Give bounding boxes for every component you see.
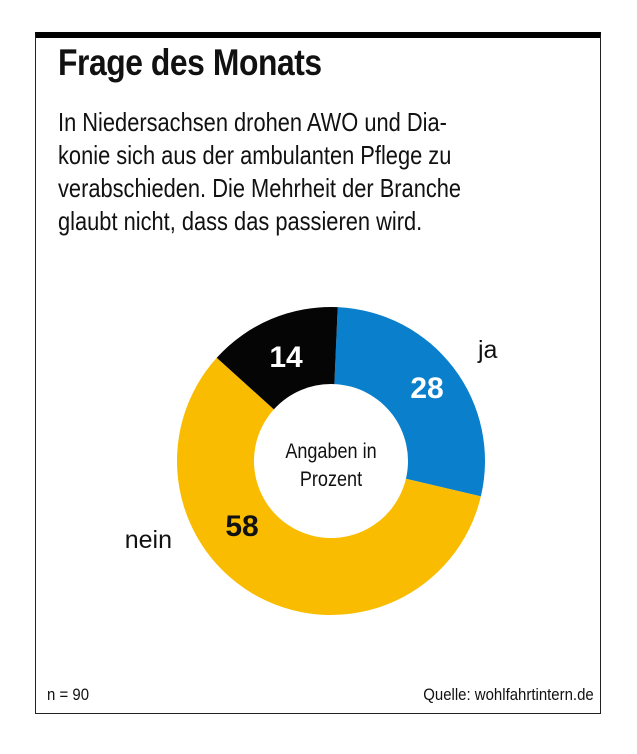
donut-slice-other — [216, 307, 338, 410]
chart-title: Frage des Monats — [58, 42, 322, 83]
category-label-ja: ja — [477, 336, 498, 364]
description-line: konie sich aus der ambulanten Pflege zu — [58, 140, 452, 170]
description-line: verabschieden. Die Mehrheit der Branche — [58, 173, 462, 203]
chart-description: In Niedersachsen drohen AWO und Dia- kon… — [58, 106, 579, 238]
center-label-line-2: Prozent — [300, 468, 363, 492]
description-line: glaubt nicht, dass das passieren wird. — [58, 206, 423, 236]
data-label-other: 14 — [269, 341, 303, 374]
description-line: In Niedersachsen drohen AWO und Dia- — [58, 107, 447, 137]
center-label-line-1: Angaben in — [285, 440, 376, 464]
data-label-ja: 28 — [410, 372, 443, 405]
chart-frame — [35, 32, 601, 714]
source-note: Quelle: wohlfahrtintern.de — [423, 685, 594, 704]
category-label-nein: nein — [125, 526, 172, 554]
sample-size: n = 90 — [47, 685, 90, 704]
donut-slice-nein — [177, 357, 481, 615]
data-label-nein: 58 — [225, 510, 258, 543]
donut-slice-ja — [334, 307, 485, 497]
